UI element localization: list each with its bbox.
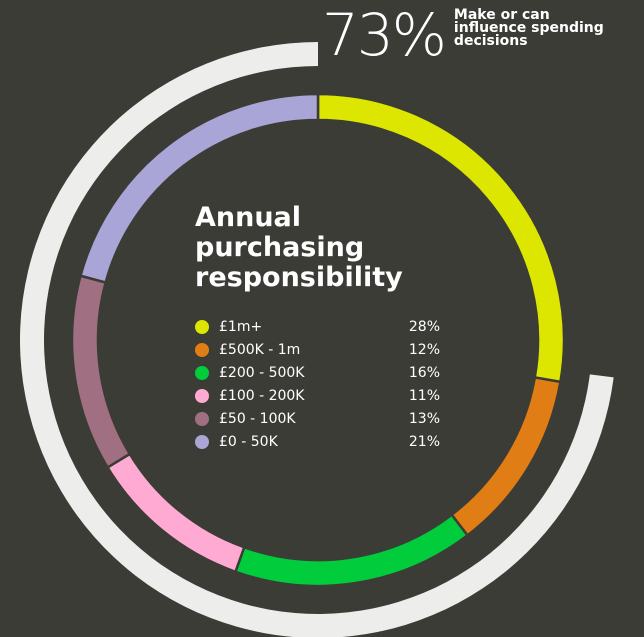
donut-slice	[70, 274, 132, 470]
legend-item: £0 - 50K 21%	[195, 430, 440, 453]
legend-swatch	[195, 319, 209, 334]
highlight-value: 73%	[322, 1, 447, 69]
legend-label: £100 - 200K	[219, 387, 305, 404]
donut-slices	[70, 92, 566, 588]
legend-value: 12%	[408, 341, 440, 358]
legend: £1m+ 28% £500K - 1m 12% £200 - 500K 16% £100 -…	[195, 315, 440, 453]
legend-item: £200 - 500K 16%	[195, 361, 440, 384]
legend-swatch	[195, 342, 209, 357]
legend-value: 28%	[408, 318, 440, 335]
legend-label: £500K - 1m	[219, 341, 301, 358]
legend-swatch	[195, 434, 209, 449]
legend-swatch	[195, 388, 209, 403]
legend-item: £500K - 1m 12%	[195, 338, 440, 361]
legend-value: 11%	[408, 387, 440, 404]
legend-item: £50 - 100K 13%	[195, 407, 440, 430]
legend-label: £50 - 100K	[219, 410, 296, 427]
donut-slice	[79, 92, 320, 285]
legend-item: £100 - 200K 11%	[195, 384, 440, 407]
legend-label: £1m+	[219, 318, 263, 335]
legend-item: £1m+ 28%	[195, 315, 440, 338]
chart-title: Annual purchasing responsibility	[195, 202, 403, 293]
legend-swatch	[195, 365, 209, 380]
highlight-stat: 73% Make or can influence spending decis…	[322, 0, 644, 80]
legend-value: 21%	[408, 433, 440, 450]
legend-swatch	[195, 411, 209, 426]
legend-label: £200 - 500K	[219, 364, 305, 381]
highlight-caption: Make or can influence spending decisions	[453, 7, 604, 49]
legend-label: £0 - 50K	[219, 433, 278, 450]
legend-value: 16%	[408, 364, 440, 381]
legend-value: 13%	[408, 410, 440, 427]
donut-slice	[233, 512, 470, 588]
